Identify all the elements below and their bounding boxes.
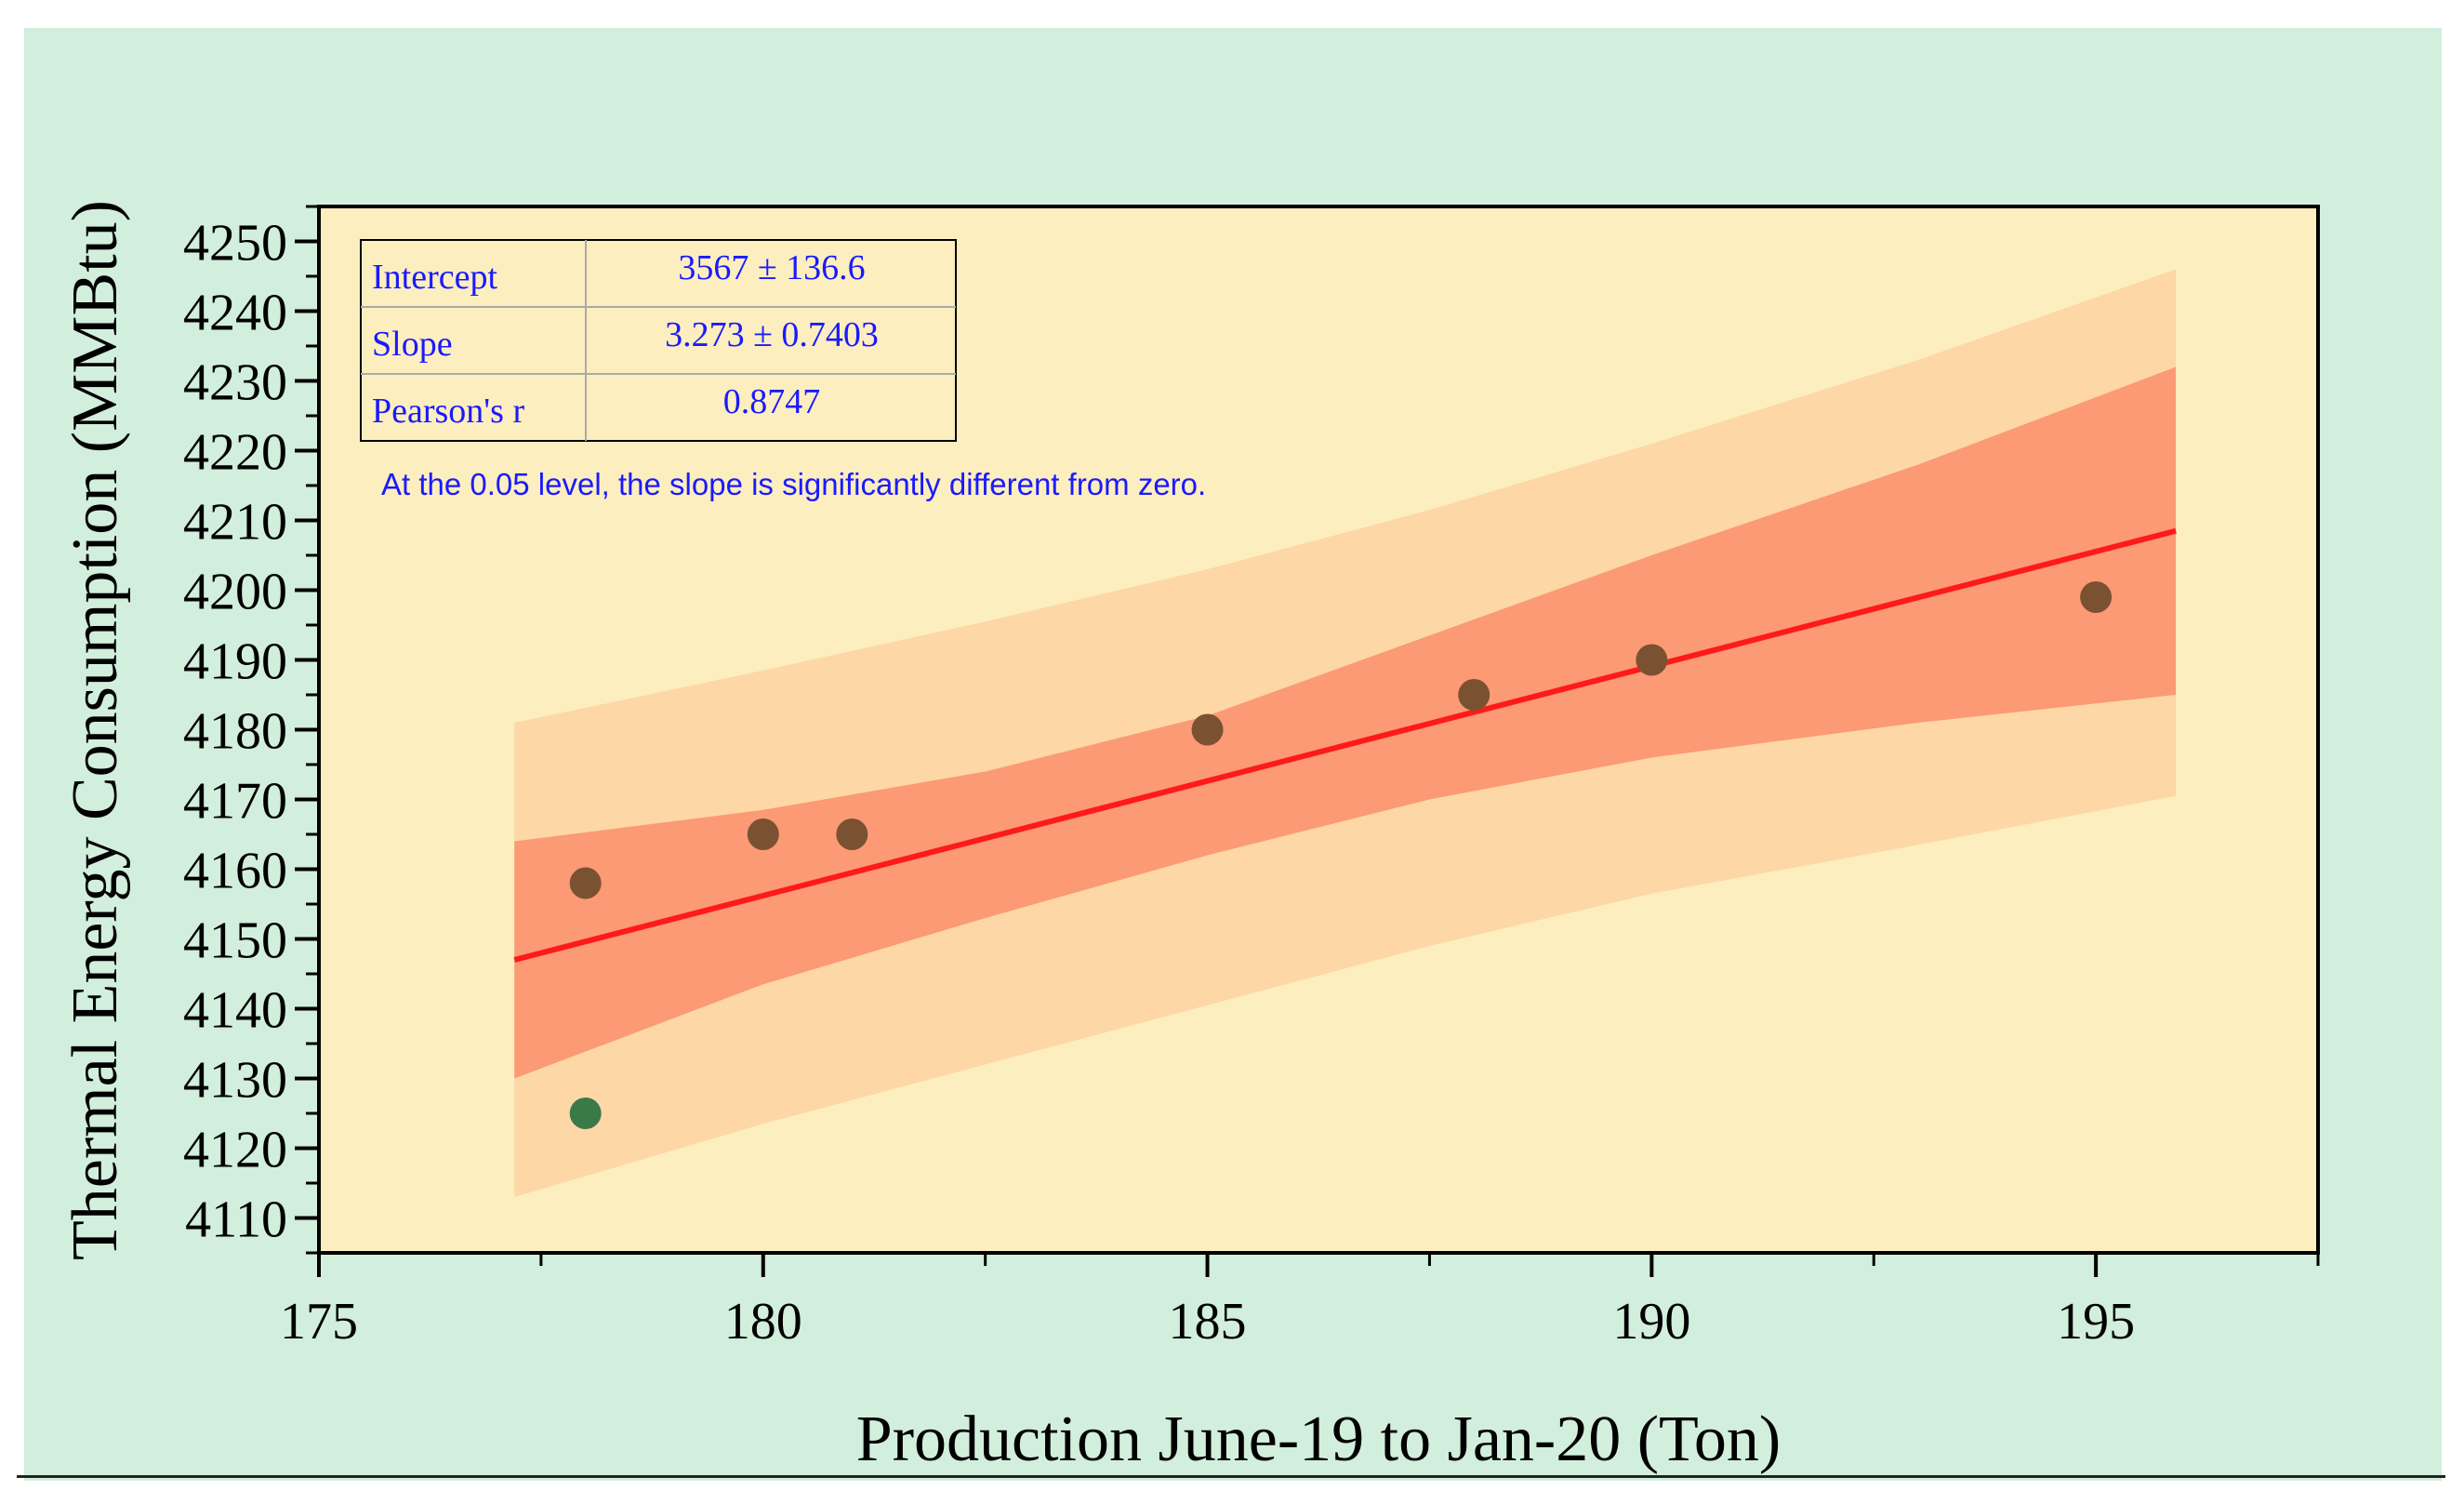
- y-tick-label: 4250: [183, 215, 287, 273]
- y-tick-label: 4200: [183, 564, 287, 621]
- y-tick-label: 4150: [183, 912, 287, 970]
- y-tick-label: 4140: [183, 982, 287, 1040]
- data-point: [836, 819, 868, 850]
- data-point: [747, 819, 779, 850]
- stats-label-intercept: Intercept: [372, 258, 497, 297]
- x-tick-label: 180: [724, 1293, 802, 1351]
- data-point: [569, 867, 602, 899]
- points-layer: [569, 581, 2113, 1129]
- y-tick-label: 4240: [183, 285, 287, 342]
- stats-label-pearson: Pearson's r: [372, 392, 524, 431]
- data-point: [1191, 713, 1224, 746]
- y-tick-label: 4110: [185, 1191, 287, 1249]
- y-tick-label: 4220: [183, 424, 287, 482]
- bands-layer: [514, 269, 2177, 1197]
- stats-table-frame: [360, 239, 957, 442]
- y-tick-label: 4160: [183, 843, 287, 900]
- y-tick-label: 4210: [183, 494, 287, 552]
- stats-label-slope: Slope: [372, 325, 453, 364]
- data-point: [1458, 679, 1490, 711]
- x-axis: 175 180 185 190 195: [280, 1253, 2320, 1351]
- x-tick-label: 185: [1169, 1293, 1247, 1351]
- y-tick-label: 4170: [183, 773, 287, 831]
- y-tick-label: 4180: [183, 703, 287, 761]
- y-tick-label: 4230: [183, 354, 287, 412]
- y-tick-label: 4120: [183, 1122, 287, 1179]
- y-tick-label: 4190: [183, 633, 287, 691]
- fit-layer: [513, 527, 2177, 963]
- significance-note: At the 0.05 level, the slope is signific…: [381, 467, 1206, 501]
- data-point-outlier: [569, 1098, 602, 1129]
- x-tick-label: 195: [2057, 1293, 2135, 1351]
- bottom-rule: [17, 1475, 2445, 1478]
- y-tick-label: 4130: [183, 1052, 287, 1110]
- stats-table: Intercept 3567 ± 136.6 Slope 3.273 ± 0.7…: [360, 239, 957, 442]
- x-axis-title: Production June-19 to Jan-20 (Ton): [856, 1404, 1781, 1475]
- y-axis: 4110 4120 4130 4140 4150 4160 4170 4180 4190 4200…: [183, 205, 319, 1255]
- stats-value-slope: 3.273 ± 0.7403: [665, 315, 879, 354]
- fit-line: [513, 527, 2177, 963]
- y-axis-title: Thermal Energy Consumption (MMBtu): [60, 200, 131, 1260]
- x-tick-label: 190: [1612, 1293, 1690, 1351]
- x-tick-label: 175: [280, 1293, 358, 1351]
- confidence-band: [514, 366, 2177, 1079]
- data-point: [2080, 581, 2113, 613]
- stats-value-intercept: 3567 ± 136.6: [678, 248, 865, 287]
- data-point: [1636, 644, 1668, 676]
- stats-value-pearson: 0.8747: [723, 382, 821, 421]
